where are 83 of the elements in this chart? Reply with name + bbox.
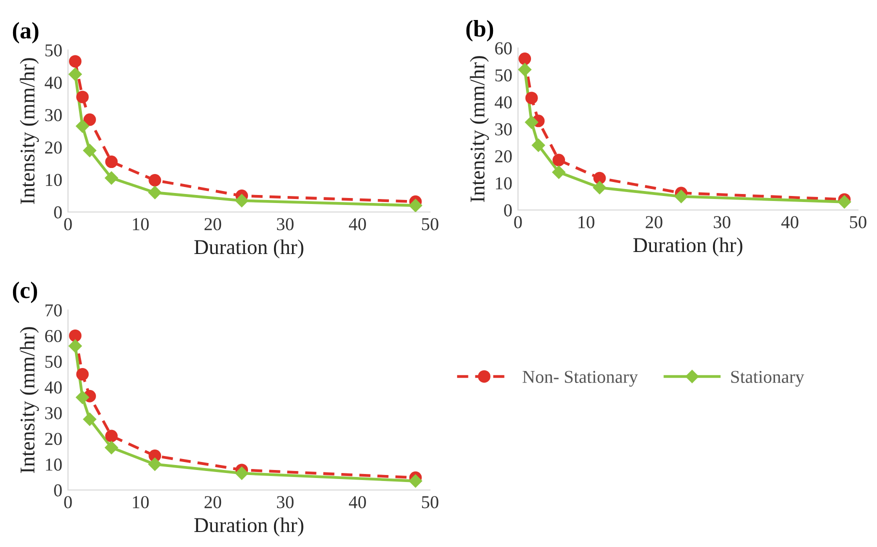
y-tick-label: 0 — [54, 484, 62, 496]
point — [68, 55, 82, 68]
x-axis-title: Duration (hr) — [633, 237, 742, 256]
x-axis-title: Duration (hr) — [194, 239, 304, 258]
point — [83, 113, 96, 126]
point — [76, 120, 90, 133]
y-tick-label: 20 — [45, 141, 62, 154]
y-tick-label: 40 — [494, 96, 512, 108]
x-tick-label: 20 — [204, 496, 222, 508]
point — [148, 174, 162, 186]
y-tick-label: 10 — [46, 174, 62, 186]
point — [518, 52, 532, 66]
point — [552, 166, 566, 179]
y-tick-label: 40 — [44, 76, 62, 89]
y-tick-label: 30 — [45, 109, 62, 122]
point — [674, 190, 688, 204]
x-axis-title: Duration (hr) — [194, 517, 304, 536]
y-tick-label: 50 — [45, 44, 62, 56]
y-tick-label: 60 — [45, 330, 62, 342]
x-tick-label: 20 — [204, 218, 222, 230]
point — [525, 92, 538, 104]
y-tick-label: 50 — [495, 69, 512, 82]
point — [525, 116, 538, 129]
point — [532, 138, 545, 152]
point — [593, 181, 606, 194]
x-tick-label: 50 — [422, 218, 438, 230]
x-tick-label: 50 — [850, 216, 866, 228]
point — [68, 339, 82, 353]
x-tick-label: 40 — [348, 496, 366, 508]
point — [83, 144, 96, 158]
y-axis-title: Intensity (mm/hr) — [20, 58, 39, 204]
x-tick-label: 30 — [714, 216, 730, 228]
x-tick-label: 10 — [132, 218, 149, 230]
x-tick-label: 30 — [277, 496, 294, 508]
point — [76, 390, 90, 404]
x-tick-label: 30 — [277, 218, 294, 230]
y-tick-label: 30 — [495, 123, 512, 136]
point — [105, 430, 118, 442]
point — [76, 368, 89, 381]
point — [68, 68, 82, 81]
point — [408, 474, 422, 488]
chart-title: (a) — [12, 22, 38, 44]
x-tick-label: 10 — [578, 216, 594, 228]
x-tick-label: 0 — [64, 218, 72, 230]
y-tick-label: 30 — [45, 407, 62, 420]
x-tick-label: 20 — [646, 216, 662, 228]
x-tick-label: 50 — [422, 496, 438, 508]
y-tick-label: 10 — [46, 458, 62, 471]
chart-title: (b) — [466, 20, 494, 42]
point — [104, 171, 118, 185]
y-tick-label: 60 — [495, 42, 512, 54]
y-tick-label: 40 — [44, 381, 62, 394]
x-tick-label: 0 — [64, 496, 72, 508]
chart-title: (c) — [12, 282, 38, 304]
point — [105, 156, 118, 168]
y-tick-label: 0 — [54, 206, 62, 218]
point — [148, 458, 162, 471]
y-tick-label: 10 — [496, 177, 512, 190]
y-tick-label: 70 — [46, 304, 62, 316]
legend-label: Non- Stationary — [522, 370, 638, 387]
point — [593, 172, 606, 184]
point — [838, 195, 851, 208]
point — [552, 154, 566, 166]
point — [68, 329, 82, 342]
point — [104, 440, 118, 454]
point — [76, 90, 89, 104]
x-tick-label: 40 — [781, 216, 798, 228]
y-tick-label: 20 — [495, 150, 512, 162]
y-axis-title: Intensity (mm/hr) — [20, 327, 39, 474]
legend-label: Stationary — [731, 370, 804, 387]
x-tick-label: 0 — [514, 216, 522, 228]
point — [235, 194, 248, 208]
y-axis-title: Intensity (mm/hr) — [470, 56, 489, 202]
point — [408, 198, 422, 212]
y-tick-label: 50 — [45, 356, 62, 368]
point — [148, 186, 162, 200]
x-tick-label: 40 — [348, 218, 366, 230]
x-tick-label: 10 — [132, 496, 149, 508]
y-tick-label: 0 — [504, 204, 512, 216]
y-tick-label: 20 — [45, 432, 62, 446]
point — [518, 63, 532, 76]
point — [83, 412, 96, 426]
point — [235, 466, 248, 480]
